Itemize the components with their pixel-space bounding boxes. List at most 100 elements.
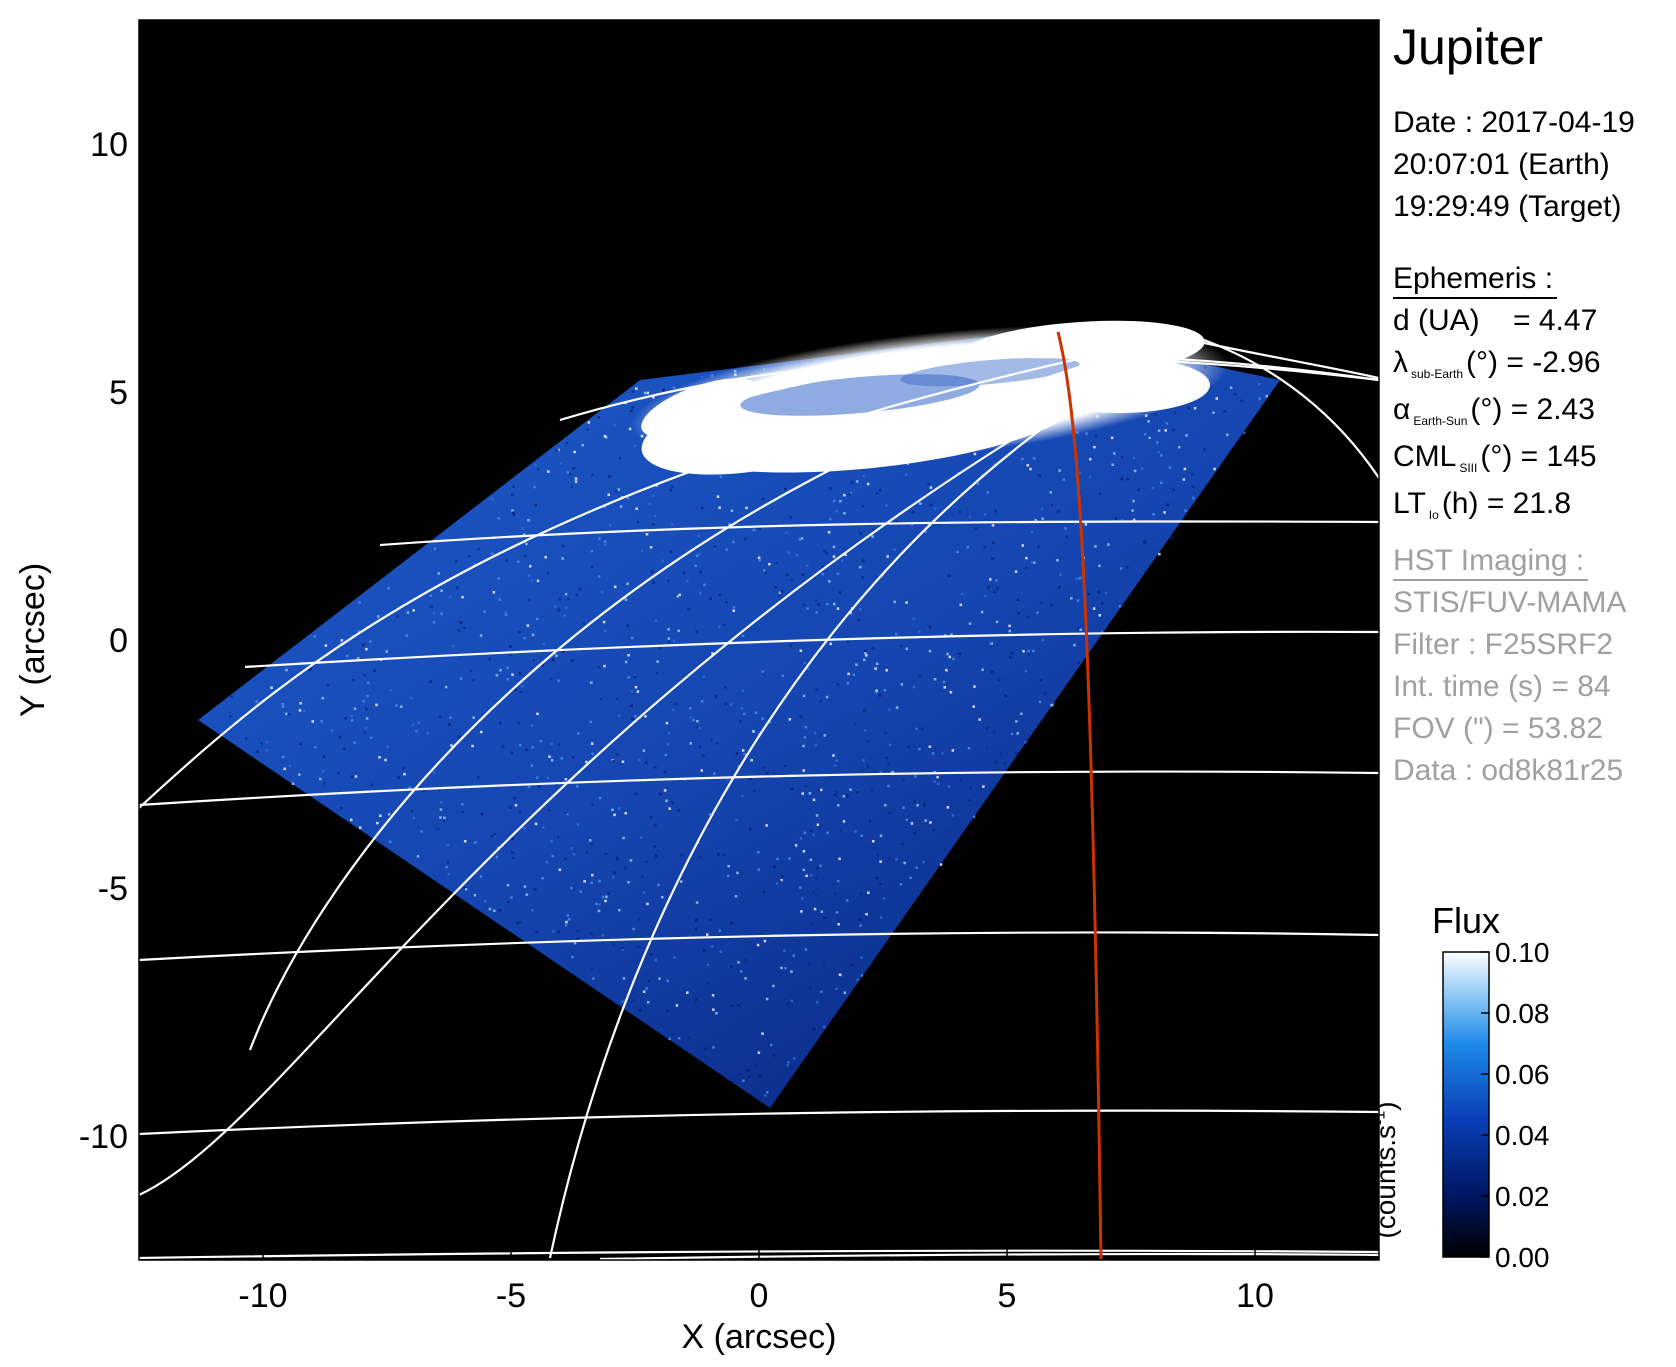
noise-pixel bbox=[726, 874, 730, 878]
noise-pixel bbox=[647, 1000, 650, 1004]
noise-pixel bbox=[781, 674, 784, 678]
noise-pixel bbox=[1056, 558, 1059, 562]
noise-pixel bbox=[815, 814, 819, 817]
noise-pixel bbox=[662, 388, 665, 392]
noise-pixel bbox=[546, 776, 550, 780]
noise-pixel bbox=[942, 830, 946, 834]
noise-pixel bbox=[827, 530, 831, 534]
noise-pixel bbox=[826, 831, 829, 835]
noise-pixel bbox=[426, 731, 429, 735]
noise-pixel bbox=[958, 510, 962, 514]
noise-pixel bbox=[514, 804, 518, 807]
noise-pixel bbox=[929, 503, 933, 507]
noise-pixel bbox=[1078, 471, 1082, 475]
noise-pixel bbox=[813, 907, 817, 911]
noise-pixel bbox=[788, 718, 792, 721]
noise-pixel bbox=[408, 786, 411, 789]
noise-pixel bbox=[812, 1028, 816, 1031]
noise-pixel bbox=[585, 760, 588, 764]
noise-pixel bbox=[823, 549, 826, 553]
noise-pixel bbox=[644, 761, 648, 764]
noise-pixel bbox=[695, 554, 699, 558]
noise-pixel bbox=[928, 649, 932, 653]
noise-pixel bbox=[790, 970, 793, 973]
noise-pixel bbox=[559, 462, 563, 465]
noise-pixel bbox=[694, 998, 698, 1001]
noise-pixel bbox=[1147, 420, 1150, 423]
noise-pixel bbox=[1111, 463, 1114, 467]
noise-pixel bbox=[405, 634, 408, 637]
noise-pixel bbox=[387, 813, 391, 816]
noise-pixel bbox=[931, 752, 935, 755]
noise-pixel bbox=[802, 603, 806, 606]
noise-pixel bbox=[895, 858, 898, 861]
y-tick-label: 5 bbox=[109, 374, 128, 412]
noise-pixel bbox=[603, 434, 607, 438]
noise-pixel bbox=[968, 622, 972, 625]
noise-pixel bbox=[592, 977, 595, 980]
noise-pixel bbox=[960, 592, 964, 596]
noise-pixel bbox=[1104, 591, 1108, 595]
noise-pixel bbox=[1041, 638, 1045, 642]
noise-pixel bbox=[878, 488, 882, 492]
noise-pixel bbox=[738, 1073, 742, 1076]
noise-pixel bbox=[828, 580, 831, 583]
noise-pixel bbox=[843, 991, 847, 995]
noise-pixel bbox=[995, 620, 999, 624]
noise-pixel bbox=[744, 977, 747, 980]
noise-pixel bbox=[613, 424, 616, 427]
noise-pixel bbox=[700, 375, 704, 379]
noise-pixel bbox=[587, 421, 591, 424]
noise-pixel bbox=[780, 590, 784, 593]
noise-pixel bbox=[686, 991, 689, 994]
noise-pixel bbox=[667, 628, 670, 631]
noise-pixel bbox=[564, 778, 568, 781]
noise-pixel bbox=[774, 586, 777, 589]
grid-meridian bbox=[139, 333, 1191, 809]
noise-pixel bbox=[1079, 558, 1083, 561]
noise-pixel bbox=[808, 792, 812, 795]
noise-pixel bbox=[842, 794, 846, 798]
noise-pixel bbox=[1077, 661, 1080, 665]
noise-pixel bbox=[844, 553, 847, 557]
noise-pixel bbox=[282, 755, 285, 759]
noise-pixel bbox=[735, 818, 738, 822]
noise-pixel bbox=[652, 523, 655, 526]
noise-pixel bbox=[1027, 649, 1030, 653]
noise-pixel bbox=[649, 545, 653, 549]
noise-pixel bbox=[730, 921, 733, 925]
noise-pixel bbox=[843, 493, 846, 497]
noise-pixel bbox=[986, 586, 990, 590]
noise-pixel bbox=[1049, 491, 1053, 494]
noise-pixel bbox=[856, 790, 859, 794]
noise-pixel bbox=[535, 930, 539, 934]
noise-pixel bbox=[748, 1075, 751, 1078]
noise-pixel bbox=[590, 932, 593, 935]
noise-pixel bbox=[969, 786, 973, 790]
noise-pixel bbox=[772, 1054, 776, 1057]
noise-pixel bbox=[912, 617, 915, 621]
noise-pixel bbox=[911, 510, 915, 514]
y-tick-label: -5 bbox=[98, 870, 128, 908]
noise-pixel bbox=[1089, 457, 1092, 461]
noise-pixel bbox=[322, 782, 326, 785]
noise-pixel bbox=[663, 789, 667, 792]
noise-pixel bbox=[558, 868, 562, 872]
noise-pixel bbox=[1094, 545, 1097, 548]
noise-pixel bbox=[802, 744, 805, 748]
noise-pixel bbox=[860, 974, 864, 977]
noise-pixel bbox=[737, 961, 740, 964]
noise-pixel bbox=[572, 852, 576, 856]
noise-pixel bbox=[671, 522, 674, 526]
noise-pixel bbox=[918, 630, 921, 633]
noise-pixel bbox=[1098, 613, 1101, 617]
noise-pixel bbox=[838, 973, 842, 976]
x-tick-label: 5 bbox=[998, 1277, 1017, 1315]
noise-pixel bbox=[648, 502, 651, 506]
noise-pixel bbox=[314, 746, 317, 749]
noise-pixel bbox=[803, 661, 806, 665]
noise-pixel bbox=[804, 725, 808, 729]
noise-pixel bbox=[993, 590, 996, 594]
noise-pixel bbox=[1040, 601, 1043, 605]
